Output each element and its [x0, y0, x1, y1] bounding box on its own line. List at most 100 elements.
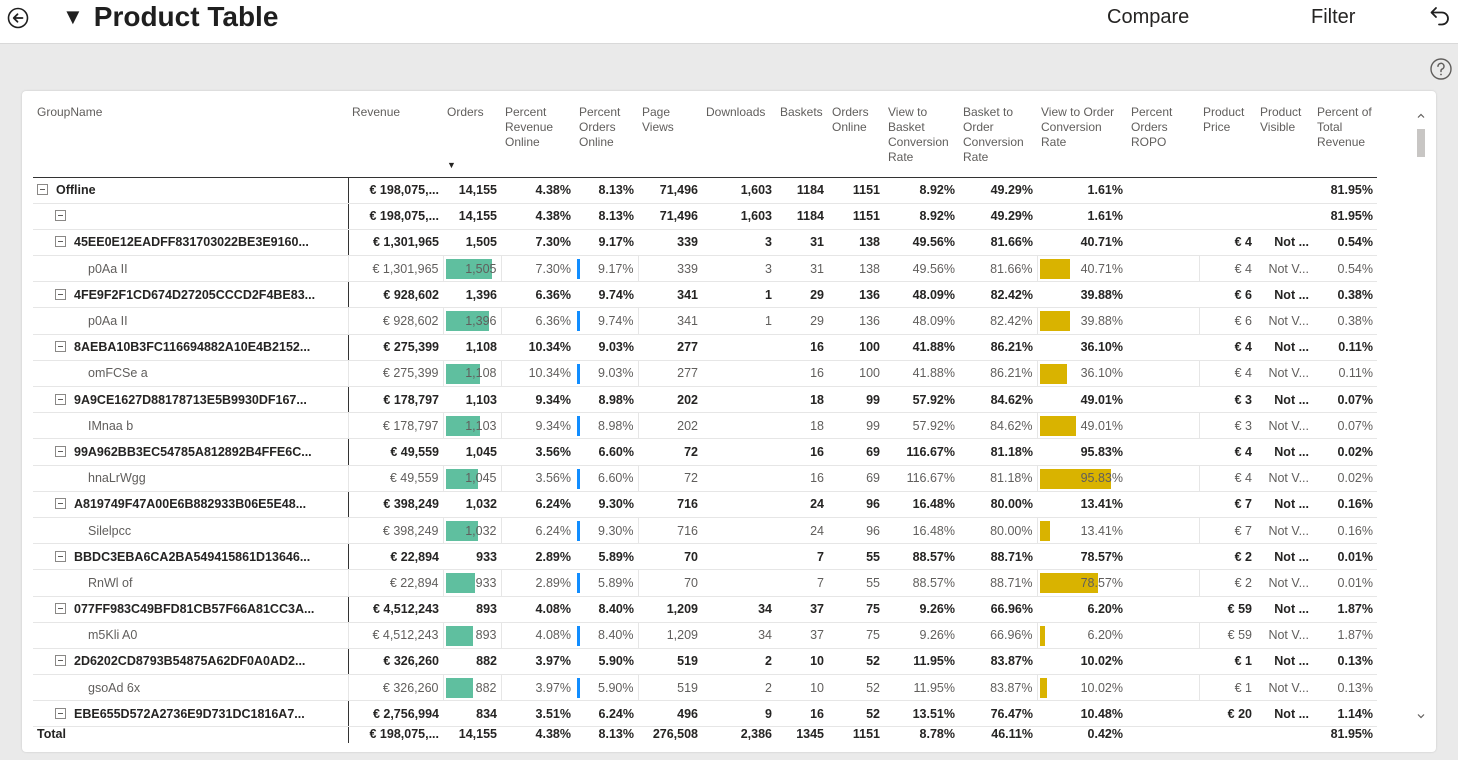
- group-row[interactable]: BBDC3EBA6CA2BA549415861D13646... € 22,894…: [33, 543, 1377, 571]
- collapse-toggle-icon[interactable]: [55, 210, 66, 222]
- cell-vis: Not V...: [1256, 465, 1313, 492]
- column-header-revenue[interactable]: Revenue: [348, 103, 443, 178]
- column-header-view-to-order-conversion-rate[interactable]: View to Order Conversion Rate: [1037, 103, 1127, 178]
- cell-value: 75: [866, 602, 880, 617]
- collapse-toggle-icon[interactable]: [55, 288, 66, 300]
- cell-pro: 3.56%: [501, 438, 575, 466]
- cell-vis: Not V...: [1256, 412, 1313, 440]
- compare-button[interactable]: Compare: [1107, 6, 1190, 28]
- group-row[interactable]: 8AEBA10B3FC116694882A10E4B2152... € 275,3…: [33, 334, 1377, 361]
- group-row[interactable]: 2D6202CD8793B54875A62DF0A0AD2... € 326,26…: [33, 648, 1377, 676]
- group-row[interactable]: € 198,075,... 14,155 4.38% 8.13% 71,496 1,603…: [33, 203, 1377, 230]
- column-header-downloads[interactable]: Downloads: [702, 103, 776, 178]
- scroll-down-icon[interactable]: [1416, 711, 1426, 721]
- table-row[interactable]: RnWl of € 22,894 933 2.89% 5.89% 70 7 55 88.57% 8…: [33, 569, 1377, 597]
- total-b2o: 46.11%: [991, 727, 1033, 742]
- group-row[interactable]: Offline € 198,075,... 14,155 4.38% 8.13% 71,4…: [33, 177, 1377, 204]
- collapse-toggle-icon[interactable]: [55, 393, 66, 405]
- cell-ropo: [1127, 438, 1199, 466]
- collapse-toggle-icon[interactable]: [55, 550, 66, 562]
- orders-online-data-bar: [577, 311, 580, 332]
- column-header-percent-orders-ropo[interactable]: Percent Orders ROPO: [1127, 103, 1199, 178]
- scroll-up-icon[interactable]: [1416, 111, 1426, 121]
- cell-value: 55: [866, 549, 880, 564]
- undo-button[interactable]: [1428, 4, 1454, 30]
- collapse-toggle-icon[interactable]: [55, 707, 66, 719]
- column-header-view-to-basket-conversion-rate[interactable]: View to Basket Conversion Rate: [884, 103, 959, 178]
- table-row[interactable]: hnaLrWgg € 49,559 1,045 3.56% 6.60% 72 16 69 116…: [33, 465, 1377, 492]
- back-button[interactable]: [4, 4, 32, 32]
- page-title-text: Product Table: [93, 1, 279, 32]
- cell-value: 34: [758, 628, 772, 643]
- group-row[interactable]: 4FE9F2F1CD674D27205CCCD2F4BE83... € 928,6…: [33, 281, 1377, 309]
- cell-value: 882: [475, 680, 497, 695]
- orders-data-bar: [445, 259, 492, 280]
- table-row[interactable]: omFCSe a € 275,399 1,108 10.34% 9.03% 277 16 10…: [33, 360, 1377, 388]
- group-row[interactable]: EBE655D572A2736E9D731DC1816A7... € 2,756,…: [33, 700, 1377, 728]
- cell-value: 49.56%: [912, 261, 955, 276]
- group-row[interactable]: 077FF983C49BFD81CB57F66A81CC3A... € 4,512…: [33, 596, 1377, 623]
- cell-value: 8.92%: [919, 209, 955, 224]
- cell-value: 18: [810, 418, 824, 433]
- cell-value: 76.47%: [990, 706, 1033, 721]
- cell-oo: 75: [828, 596, 884, 623]
- column-header-orders[interactable]: Orders ▼: [443, 103, 501, 178]
- table-row[interactable]: Silelpcc € 398,249 1,032 6.24% 9.30% 716 24 96 1…: [33, 517, 1377, 545]
- collapse-toggle-icon[interactable]: [55, 236, 66, 248]
- cell-ord: 882: [442, 674, 501, 702]
- cell-value: 70: [684, 575, 698, 590]
- table-row[interactable]: m5Kli A0 € 4,512,243 893 4.08% 8.40% 1,209 34 3…: [33, 622, 1377, 649]
- cell-poo: 9.03%: [575, 334, 638, 361]
- cell-pv: 70: [637, 569, 702, 597]
- column-header-page-views[interactable]: Page Views: [638, 103, 702, 178]
- column-header-orders-online[interactable]: Orders Online: [828, 103, 884, 178]
- scrollbar-thumb[interactable]: [1417, 129, 1425, 157]
- cell-b2o: 88.71%: [959, 543, 1037, 571]
- cell-value: 202: [677, 418, 698, 433]
- collapse-toggle-icon[interactable]: [55, 603, 66, 615]
- collapse-toggle-icon[interactable]: [55, 655, 66, 667]
- cell-b2o: 76.47%: [959, 700, 1037, 728]
- vertical-scrollbar[interactable]: [1414, 99, 1428, 739]
- help-button[interactable]: [1429, 57, 1453, 81]
- cell-dl: [702, 491, 776, 518]
- cell-rev: € 398,249: [347, 491, 443, 518]
- table-row[interactable]: gsoAd 6x € 326,260 882 3.97% 5.90% 519 2 10 52 11…: [33, 674, 1377, 702]
- collapse-toggle-icon[interactable]: [55, 498, 66, 510]
- group-row[interactable]: 99A962BB3EC54785A812892B4FFE6C... € 49,55…: [33, 438, 1377, 466]
- group-row[interactable]: 45EE0E12EADFF831703022BE3E9160... € 1,301…: [33, 229, 1377, 257]
- page-title[interactable]: ▼ Product Table: [62, 0, 278, 34]
- column-header-baskets[interactable]: Baskets: [776, 103, 828, 178]
- table-row[interactable]: IMnaa b € 178,797 1,103 9.34% 8.98% 202 18 99 57…: [33, 412, 1377, 440]
- cell-ptr: 1.87%: [1313, 596, 1377, 623]
- group-row[interactable]: A819749F47A00E6B882933B06E5E48... € 398,2…: [33, 491, 1377, 518]
- cell-pro: 6.24%: [501, 491, 575, 518]
- group-row[interactable]: 9A9CE1627D88178713E5B9930DF167... € 178,7…: [33, 386, 1377, 414]
- column-header-percent-revenue-online[interactable]: Percent Revenue Online: [501, 103, 575, 178]
- cell-rev: € 178,797: [347, 386, 443, 414]
- table-row[interactable]: p0Aa II € 928,602 1,396 6.36% 9.74% 341 1 29 136…: [33, 307, 1377, 335]
- cell-value: 1151: [852, 209, 880, 224]
- cell-value: 16: [810, 340, 824, 355]
- view-to-order-data-bar: [1039, 311, 1070, 332]
- cell-value: 716: [677, 523, 698, 538]
- column-header-percent-orders-online[interactable]: Percent Orders Online: [575, 103, 638, 178]
- cell-value: 8.92%: [919, 183, 955, 198]
- filter-button[interactable]: Filter: [1311, 6, 1356, 28]
- cell-value: € 3: [1234, 392, 1252, 407]
- cell-value: 5.90%: [598, 654, 634, 669]
- column-header-percent-of-total-revenue[interactable]: Percent of Total Revenue: [1313, 103, 1377, 178]
- column-header-product-price[interactable]: Product Price: [1199, 103, 1256, 178]
- cell-value: € 4: [1234, 235, 1252, 250]
- cell-v2b: 8.92%: [884, 177, 959, 204]
- cell-value: 24: [810, 523, 824, 538]
- cell-value: 3: [765, 235, 772, 250]
- column-header-product-visible[interactable]: Product Visible: [1256, 103, 1313, 178]
- collapse-toggle-icon[interactable]: [55, 341, 66, 353]
- column-header-groupname[interactable]: GroupName: [33, 103, 348, 178]
- collapse-toggle-icon[interactable]: [55, 445, 66, 457]
- column-header-basket-to-order-conversion-rate[interactable]: Basket to Order Conversion Rate: [959, 103, 1037, 178]
- cell-ord: 1,396: [443, 281, 501, 309]
- collapse-toggle-icon[interactable]: [37, 184, 48, 196]
- table-row[interactable]: p0Aa II € 1,301,965 1,505 7.30% 9.17% 339 3 31 1…: [33, 255, 1377, 283]
